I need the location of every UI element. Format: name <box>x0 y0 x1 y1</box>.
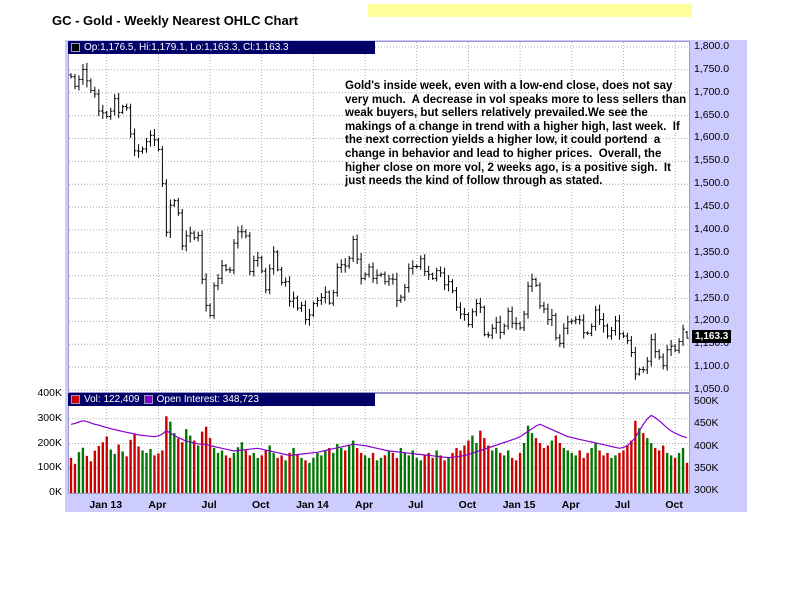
oi-axis-tick: 300K <box>694 484 719 496</box>
x-axis-tick: Apr <box>561 499 580 511</box>
volume-axis-tick: 200K <box>37 436 62 449</box>
x-axis-tick: Jul <box>201 499 217 511</box>
x-axis-tick: Apr <box>355 499 374 511</box>
chart-title: GC - Gold - Weekly Nearest OHLC Chart <box>52 13 299 28</box>
price-chart <box>68 41 690 393</box>
volume-chart <box>68 393 690 494</box>
price-axis-tick: 1,350.0 <box>694 245 730 258</box>
price-axis-tick: 1,200.0 <box>694 314 730 327</box>
price-axis-tick: 1,600.0 <box>694 131 730 144</box>
volume-swatch-icon <box>71 395 80 404</box>
x-axis-tick: Jul <box>614 499 630 511</box>
price-axis-tick: 1,450.0 <box>694 200 730 213</box>
oi-legend-label: Open Interest: 348,723 <box>156 394 259 405</box>
x-axis-tick: Apr <box>148 499 167 511</box>
volume-axis-tick: 100K <box>37 461 62 474</box>
price-axis-tick: 1,100.0 <box>694 360 730 373</box>
price-legend: Op:1,176.5, Hi:1,179.1, Lo:1,163.3, Cl:1… <box>68 41 375 54</box>
price-axis-tick: 1,300.0 <box>694 268 730 281</box>
price-axis-tick: 1,800.0 <box>694 40 730 52</box>
price-axis-tick: 1,150.0 <box>694 337 730 350</box>
price-axis-tick: 1,500.0 <box>694 177 730 190</box>
volume-axis-tick: 300K <box>37 411 62 424</box>
x-axis-tick: Jan 13 <box>89 499 123 511</box>
last-price-tag: 1,163.3 <box>692 330 732 344</box>
x-axis-tick: Jul <box>408 499 424 511</box>
price-axis-tick: 1,050.0 <box>694 383 730 395</box>
price-axis-tick: 1,750.0 <box>694 62 730 75</box>
price-legend-label: Op:1,176.5, Hi:1,179.1, Lo:1,163.3, Cl:1… <box>84 42 289 53</box>
ohlc-swatch-icon <box>71 43 80 52</box>
oi-axis-tick: 500K <box>694 395 719 407</box>
oi-axis-tick: 350K <box>694 461 719 474</box>
volume-axis-tick: 400K <box>37 387 62 399</box>
volume-legend-label: Vol: 122,409 <box>84 394 140 405</box>
x-axis-tick: Jan 14 <box>296 499 329 511</box>
x-axis-tick: Oct <box>458 499 477 511</box>
x-axis-tick: Oct <box>251 499 270 511</box>
price-axis-tick: 1,550.0 <box>694 154 730 167</box>
volume-legend: Vol: 122,409 Open Interest: 348,723 <box>68 393 375 406</box>
x-axis-tick: Jan 15 <box>502 499 536 511</box>
analyst-annotation: Gold's inside week, even with a low-end … <box>345 80 690 188</box>
price-axis-tick: 1,700.0 <box>694 85 730 98</box>
highlight-bar <box>368 4 692 17</box>
oi-axis-tick: 450K <box>694 417 719 430</box>
x-axis-tick: Oct <box>665 499 683 511</box>
open-interest-swatch-icon <box>143 395 153 404</box>
price-axis-tick: 1,650.0 <box>694 108 730 121</box>
chart-frame: Op:1,176.5, Hi:1,179.1, Lo:1,163.3, Cl:1… <box>65 40 747 512</box>
price-axis-tick: 1,400.0 <box>694 222 730 235</box>
oi-axis-tick: 400K <box>694 439 719 452</box>
price-axis-tick: 1,250.0 <box>694 291 730 304</box>
volume-axis-tick: 0K <box>49 486 62 498</box>
